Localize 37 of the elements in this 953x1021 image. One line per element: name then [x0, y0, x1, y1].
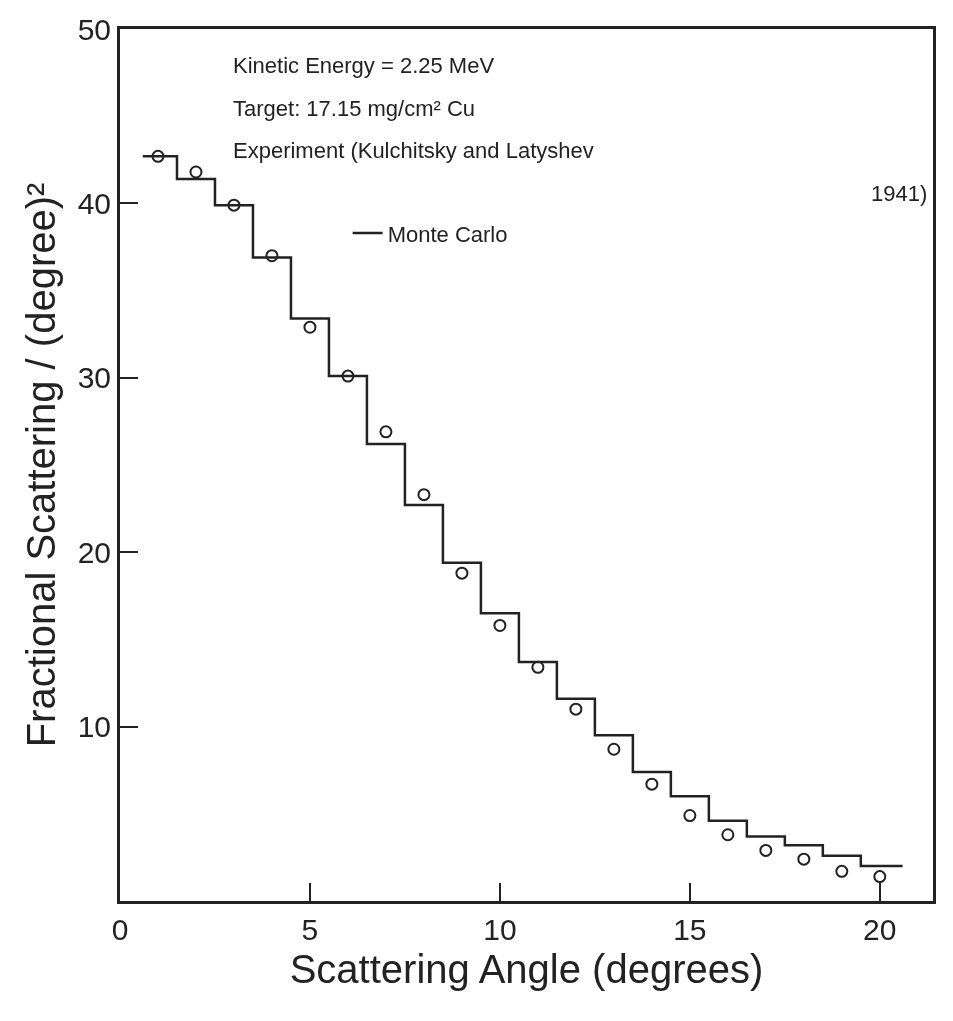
- annotation: Target: 17.15 mg/cm² Cu: [233, 96, 476, 121]
- point: [645, 777, 659, 791]
- point: [531, 660, 545, 674]
- point: [569, 702, 583, 716]
- annotation: 1941): [871, 181, 928, 206]
- annotation: Experiment (Kulchitsky and Latyshev: [233, 138, 594, 163]
- point: [379, 425, 393, 439]
- point: [835, 864, 849, 878]
- point: [189, 165, 203, 179]
- point: [265, 249, 279, 263]
- point: [303, 320, 317, 334]
- annotation: Kinetic Energy = 2.25 MeV: [233, 53, 495, 78]
- x-tick-label: 5: [301, 913, 319, 946]
- y-tick-label: 20: [77, 535, 111, 569]
- point: [151, 149, 165, 163]
- x-tick-label: 0: [111, 913, 129, 946]
- point: [683, 809, 697, 823]
- point: [873, 870, 887, 884]
- y-tick-label: 30: [77, 361, 111, 395]
- point: [493, 618, 507, 632]
- point: [227, 198, 241, 212]
- y-tick-label: 40: [77, 186, 111, 220]
- y-tick-label: 10: [77, 710, 111, 744]
- y-axis-title: Fractional Scattering / (degree)²: [19, 182, 64, 748]
- legend-label: Monte Carlo: [387, 221, 508, 247]
- point: [607, 742, 621, 756]
- x-tick-label: 10: [483, 913, 517, 946]
- x-axis-title: Scattering Angle (degrees): [289, 946, 764, 991]
- point: [721, 828, 735, 842]
- point: [797, 852, 811, 866]
- y-tick-label: 50: [77, 12, 111, 46]
- x-tick-label: 20: [863, 913, 897, 946]
- point: [341, 369, 355, 383]
- point: [417, 488, 431, 502]
- x-tick-label: 15: [673, 913, 707, 946]
- point: [455, 566, 469, 580]
- point: [759, 843, 773, 857]
